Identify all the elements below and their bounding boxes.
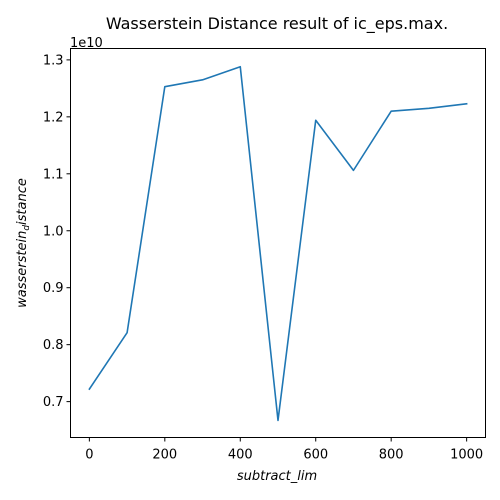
series-line — [88, 65, 468, 422]
y-offset-label: 1e10 — [70, 36, 103, 51]
x-tick-label: 200 — [152, 448, 177, 463]
x-tick-label: 1000 — [450, 448, 483, 463]
y-axis-label-subscript: d — [22, 225, 32, 231]
y-tick-label: 0.8 — [43, 338, 64, 353]
x-tick-label: 800 — [379, 448, 404, 463]
y-tick-label: 0.9 — [43, 281, 64, 296]
y-axis-label-rest: istance — [15, 178, 30, 225]
chart-title: Wasserstein Distance result of ic_eps.ma… — [106, 14, 448, 34]
x-tick-label: 600 — [303, 448, 328, 463]
y-tick-label: 1.3 — [43, 53, 64, 68]
series-layer — [88, 65, 468, 422]
x-axis-label: subtract_lim — [237, 469, 317, 484]
y-tick-label: 0.7 — [43, 395, 64, 410]
x-tick-label: 0 — [85, 448, 93, 463]
y-tick-label: 1.1 — [43, 167, 64, 182]
x-tick-label: 400 — [228, 448, 253, 463]
y-tick-label: 1.2 — [43, 110, 64, 125]
y-axis-ticks: 0.7 0.8 0.9 1.0 1.1 1.2 1.3 — [43, 53, 71, 410]
y-axis-label-main: wasserstein — [15, 231, 30, 308]
y-axis-label: wassersteindistance — [15, 178, 32, 308]
y-tick-label: 1.0 — [43, 224, 64, 239]
plot-area-frame — [70, 48, 486, 438]
x-axis-ticks: 0 200 400 600 800 1000 — [85, 437, 483, 463]
